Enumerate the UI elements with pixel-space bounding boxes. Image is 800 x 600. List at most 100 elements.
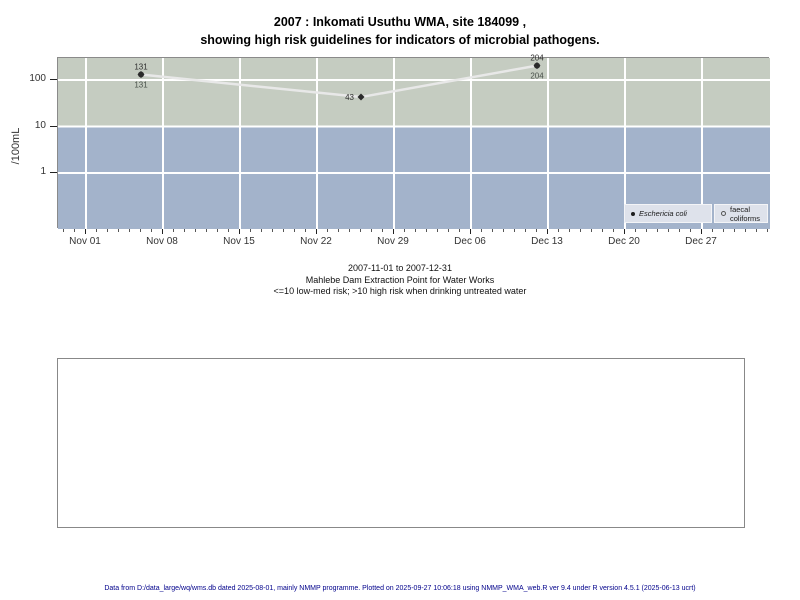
- x-minor-tick: [140, 229, 141, 232]
- x-tick-mark: [547, 229, 548, 234]
- caption-site-name: Mahlebe Dam Extraction Point for Water W…: [305, 274, 495, 285]
- x-minor-tick: [536, 229, 537, 232]
- x-minor-tick: [503, 229, 504, 232]
- x-tick-label: Dec 06: [454, 236, 486, 247]
- legend-entry-eschericia-coli: Eschericia coli: [624, 204, 712, 223]
- x-minor-tick: [492, 229, 493, 232]
- y-tick-mark: [50, 79, 57, 80]
- x-tick-label: Dec 20: [608, 236, 640, 247]
- x-tick-mark: [393, 229, 394, 234]
- ecoli-marker: [533, 62, 541, 70]
- chart-title-line2: showing high risk guidelines for indicat…: [200, 33, 600, 47]
- x-minor-tick: [569, 229, 570, 232]
- x-minor-tick: [305, 229, 306, 232]
- x-tick-mark: [701, 229, 702, 234]
- x-tick-label: Dec 13: [531, 236, 563, 247]
- chart-title-line1: 2007 : Inkomati Usuthu WMA, site 184099 …: [273, 15, 527, 29]
- x-minor-tick: [712, 229, 713, 232]
- empty-panel: [57, 358, 745, 528]
- x-minor-tick: [195, 229, 196, 232]
- caption-date-range: 2007-11-01 to 2007-12-31: [348, 263, 452, 273]
- x-tick-mark: [470, 229, 471, 234]
- y-tick-label: 1: [40, 166, 46, 177]
- x-minor-tick: [261, 229, 262, 232]
- x-minor-tick: [415, 229, 416, 232]
- x-minor-tick: [602, 229, 603, 232]
- ecoli-marker: [137, 71, 145, 79]
- x-minor-tick: [481, 229, 482, 232]
- legend-label: faecal coliforms: [730, 204, 761, 223]
- y-axis-label: /100mL: [10, 127, 22, 165]
- plot-panel: 131 43 204 131 204: [57, 54, 770, 229]
- point-value-label: 131: [134, 81, 148, 90]
- open-circle-icon: [721, 211, 726, 216]
- x-minor-tick: [591, 229, 592, 232]
- x-minor-tick: [283, 229, 284, 232]
- point-value-label: 131: [134, 63, 148, 72]
- footer-provenance-note: Data from D:/data_large/wq/wms.db dated …: [104, 585, 696, 592]
- x-tick-label: Nov 22: [300, 236, 332, 247]
- x-minor-tick: [272, 229, 273, 232]
- x-minor-tick: [129, 229, 130, 232]
- x-minor-tick: [63, 229, 64, 232]
- x-minor-tick: [371, 229, 372, 232]
- x-minor-tick: [118, 229, 119, 232]
- x-minor-tick: [327, 229, 328, 232]
- x-minor-tick: [734, 229, 735, 232]
- x-minor-tick: [613, 229, 614, 232]
- x-tick-label: Nov 29: [377, 236, 409, 247]
- point-value-label: 204: [530, 54, 544, 63]
- x-minor-tick: [437, 229, 438, 232]
- x-tick-mark: [316, 229, 317, 234]
- x-minor-tick: [228, 229, 229, 232]
- x-minor-tick: [184, 229, 185, 232]
- x-minor-tick: [217, 229, 218, 232]
- x-minor-tick: [206, 229, 207, 232]
- x-minor-tick: [657, 229, 658, 232]
- x-minor-tick: [580, 229, 581, 232]
- x-minor-tick: [514, 229, 515, 232]
- chart-title: 2007 : Inkomati Usuthu WMA, site 184099 …: [0, 13, 800, 49]
- point-value-label: 204: [530, 72, 544, 81]
- x-minor-tick: [745, 229, 746, 232]
- x-minor-tick: [250, 229, 251, 232]
- x-minor-tick: [723, 229, 724, 232]
- x-minor-tick: [756, 229, 757, 232]
- x-minor-tick: [426, 229, 427, 232]
- x-minor-tick: [107, 229, 108, 232]
- x-minor-tick: [646, 229, 647, 232]
- plot-canvas: 131 43 204 131 204: [58, 54, 770, 229]
- point-value-label: 43: [345, 93, 354, 102]
- y-tick-label: 100: [29, 73, 46, 84]
- legend-label: Eschericia coli: [639, 209, 687, 218]
- x-minor-tick: [679, 229, 680, 232]
- x-minor-tick: [360, 229, 361, 232]
- x-minor-tick: [173, 229, 174, 232]
- x-minor-tick: [635, 229, 636, 232]
- x-tick-mark: [162, 229, 163, 234]
- legend-entry-faecal-coliforms: faecal coliforms: [714, 204, 768, 223]
- y-tick-mark: [50, 125, 57, 127]
- x-minor-tick: [767, 229, 768, 232]
- y-tick-label: 10: [34, 119, 46, 131]
- x-minor-tick: [338, 229, 339, 232]
- x-tick-mark: [85, 229, 86, 234]
- x-minor-tick: [525, 229, 526, 232]
- x-tick-label: Nov 01: [69, 236, 101, 247]
- caption-risk-note: <=10 low-med risk; >10 high risk when dr…: [273, 286, 527, 296]
- y-tick-mark: [50, 172, 57, 173]
- x-tick-label: Dec 27: [685, 236, 717, 247]
- x-minor-tick: [382, 229, 383, 232]
- x-tick-mark: [624, 229, 625, 234]
- x-minor-tick: [349, 229, 350, 232]
- x-minor-tick: [404, 229, 405, 232]
- x-minor-tick: [294, 229, 295, 232]
- x-minor-tick: [74, 229, 75, 232]
- x-minor-tick: [690, 229, 691, 232]
- x-tick-label: Nov 15: [223, 236, 255, 247]
- x-minor-tick: [459, 229, 460, 232]
- x-tick-label: Nov 08: [146, 236, 178, 247]
- chart-caption: 2007-11-01 to 2007-12-31 Mahlebe Dam Ext…: [0, 263, 800, 298]
- x-minor-tick: [668, 229, 669, 232]
